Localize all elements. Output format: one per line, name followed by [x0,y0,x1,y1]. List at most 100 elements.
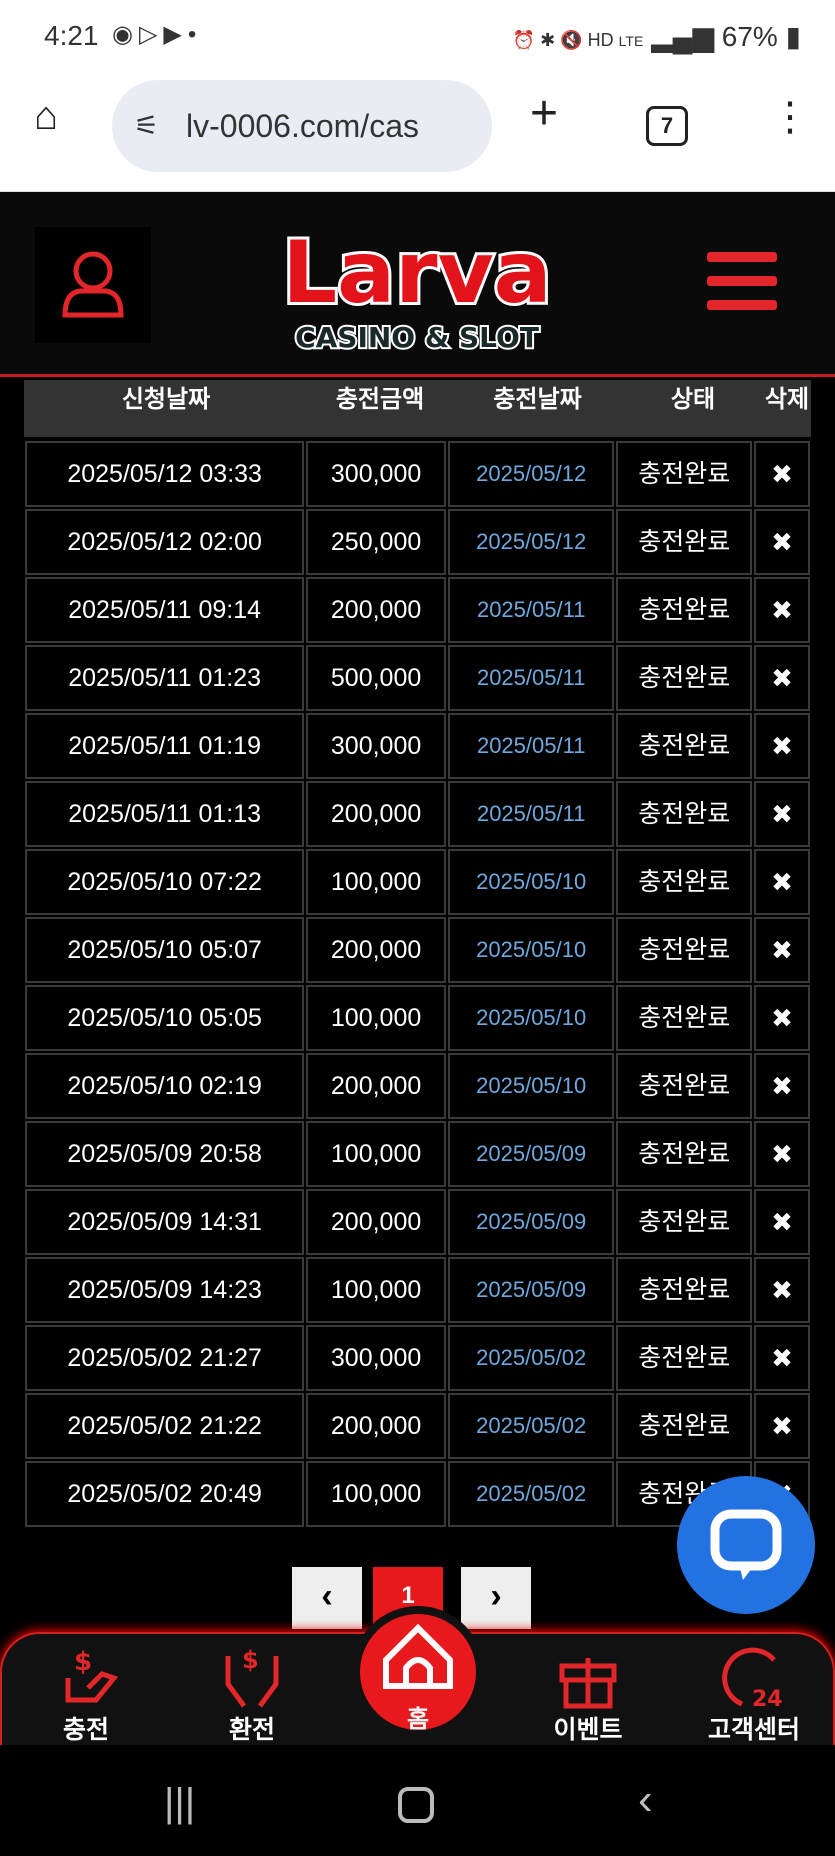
amount: 300,000 [306,441,446,507]
user-button[interactable] [35,227,151,343]
prev-page-button[interactable]: ‹ [292,1567,362,1629]
charge-date: 2025/05/12 [447,441,615,507]
request-date: 2025/05/11 01:19 [25,713,305,779]
amount: 200,000 [306,1393,446,1459]
delete-button[interactable]: ✖ [754,1189,810,1255]
amount: 300,000 [306,713,446,779]
browser-toolbar: ⌂ ⚟ lv-0006.com/cas + 7 ⋮ [0,66,835,192]
nav-withdraw[interactable]: $ 환전 [192,1634,312,1744]
site-header: Larva CASINO & SLOT [0,192,835,377]
table-row: 2025/05/02 21:27 300,000 2025/05/02 충전완료 ✖ [24,1324,811,1392]
request-date: 2025/05/10 05:05 [25,985,305,1051]
charge-date: 2025/05/10 [447,917,615,983]
home-icon [383,1623,453,1689]
table-row: 2025/05/10 02:19 200,000 2025/05/10 충전완료 ✖ [24,1052,811,1120]
amount: 200,000 [306,1189,446,1255]
delete-button[interactable]: ✖ [754,1121,810,1187]
table-row: 2025/05/10 05:07 200,000 2025/05/10 충전완료 ✖ [24,916,811,984]
delete-button[interactable]: ✖ [754,645,810,711]
deposit-history-table: 2025/05/12 03:33 300,000 2025/05/12 충전완료 ✖ 20… [24,440,811,1528]
delete-button[interactable]: ✖ [754,1257,810,1323]
status: 충전완료 [616,849,753,915]
url-bar[interactable]: ⚟ lv-0006.com/cas [112,80,492,172]
request-date: 2025/05/10 05:07 [25,917,305,983]
delete-button[interactable]: ✖ [754,577,810,643]
nav-event[interactable]: 이벤트 [528,1634,648,1744]
status-bar: 4:21 ◉▷▶• ⏰ ✱ 🔇 HD LTE ▂▄▆ 67% ▮ [0,0,835,66]
table-header: 신청날짜 충전금액 충전날짜 상태 삭제 [24,380,811,437]
new-tab-icon[interactable]: + [530,87,559,140]
site-logo[interactable]: Larva CASINO & SLOT [279,207,554,362]
request-date: 2025/05/11 01:13 [25,781,305,847]
delete-button[interactable]: ✖ [754,917,810,983]
amount: 100,000 [306,1121,446,1187]
table-row: 2025/05/11 01:19 300,000 2025/05/11 충전완료 ✖ [24,712,811,780]
tab-switcher-button[interactable]: 7 [646,106,688,146]
amount: 100,000 [306,1257,446,1323]
amount: 200,000 [306,917,446,983]
delete-button[interactable]: ✖ [754,509,810,575]
battery-level: 67% [721,21,778,52]
status: 충전완료 [616,781,753,847]
request-date: 2025/05/10 07:22 [25,849,305,915]
delete-button[interactable]: ✖ [754,441,810,507]
delete-button[interactable]: ✖ [754,1325,810,1391]
svg-text:CASINO & SLOT: CASINO & SLOT [295,321,539,354]
user-icon [62,251,124,318]
nav-home[interactable]: 홈 [352,1606,484,1738]
request-date: 2025/05/02 21:27 [25,1325,305,1391]
table-row: 2025/05/10 05:05 100,000 2025/05/10 충전완료 ✖ [24,984,811,1052]
site-settings-icon[interactable]: ⚟ [134,110,160,141]
delete-button[interactable]: ✖ [754,985,810,1051]
svg-text:$: $ [242,1646,259,1674]
home-system-icon[interactable] [398,1787,434,1823]
recent-apps-icon[interactable]: ||| [164,1781,196,1825]
nav-deposit[interactable]: $ 충전 [26,1634,146,1744]
table-row: 2025/05/02 21:22 200,000 2025/05/02 충전완료 ✖ [24,1392,811,1460]
request-date: 2025/05/09 20:58 [25,1121,305,1187]
nav-support[interactable]: 24 고객센터 [694,1634,814,1744]
deposit-icon: $ [65,1647,119,1703]
charge-date: 2025/05/10 [447,1053,615,1119]
status: 충전완료 [616,509,753,575]
live-chat-button[interactable] [677,1476,815,1614]
request-date: 2025/05/02 20:49 [25,1461,305,1527]
hamburger-menu-icon[interactable] [707,252,777,324]
more-menu-icon[interactable]: ⋮ [770,95,810,139]
next-page-button[interactable]: › [461,1567,531,1629]
delete-button[interactable]: ✖ [754,713,810,779]
status: 충전완료 [616,917,753,983]
table-row: 2025/05/09 14:31 200,000 2025/05/09 충전완료 ✖ [24,1188,811,1256]
status-time: 4:21 [44,20,99,51]
back-icon[interactable]: ‹ [638,1775,653,1824]
charge-date: 2025/05/02 [447,1393,615,1459]
delete-button[interactable]: ✖ [754,781,810,847]
home-icon[interactable]: ⌂ [34,94,59,138]
col-delete: 삭제 [764,386,810,413]
charge-date: 2025/05/12 [447,509,615,575]
delete-button[interactable]: ✖ [754,849,810,915]
notification-icons: ◉▷▶• [112,21,203,48]
charge-date: 2025/05/09 [447,1189,615,1255]
request-date: 2025/05/11 01:23 [25,645,305,711]
amount: 250,000 [306,509,446,575]
charge-date: 2025/05/09 [447,1121,615,1187]
amount: 500,000 [306,645,446,711]
svg-text:24: 24 [752,1687,783,1710]
col-amount: 충전금액 [335,386,425,413]
amount: 200,000 [306,781,446,847]
charge-date: 2025/05/11 [447,577,615,643]
delete-button[interactable]: ✖ [754,1053,810,1119]
table-row: 2025/05/09 20:58 100,000 2025/05/09 충전완료 ✖ [24,1120,811,1188]
charge-date: 2025/05/02 [447,1461,615,1527]
delete-button[interactable]: ✖ [754,1393,810,1459]
status: 충전완료 [616,1325,753,1391]
table-row: 2025/05/11 01:13 200,000 2025/05/11 충전완료 ✖ [24,780,811,848]
table-row: 2025/05/12 02:00 250,000 2025/05/12 충전완료 ✖ [24,508,811,576]
amount: 300,000 [306,1325,446,1391]
support-24-icon: 24 [722,1647,783,1712]
request-date: 2025/05/12 03:33 [25,441,305,507]
charge-date: 2025/05/11 [447,645,615,711]
amount: 200,000 [306,577,446,643]
status: 충전완료 [616,1189,753,1255]
